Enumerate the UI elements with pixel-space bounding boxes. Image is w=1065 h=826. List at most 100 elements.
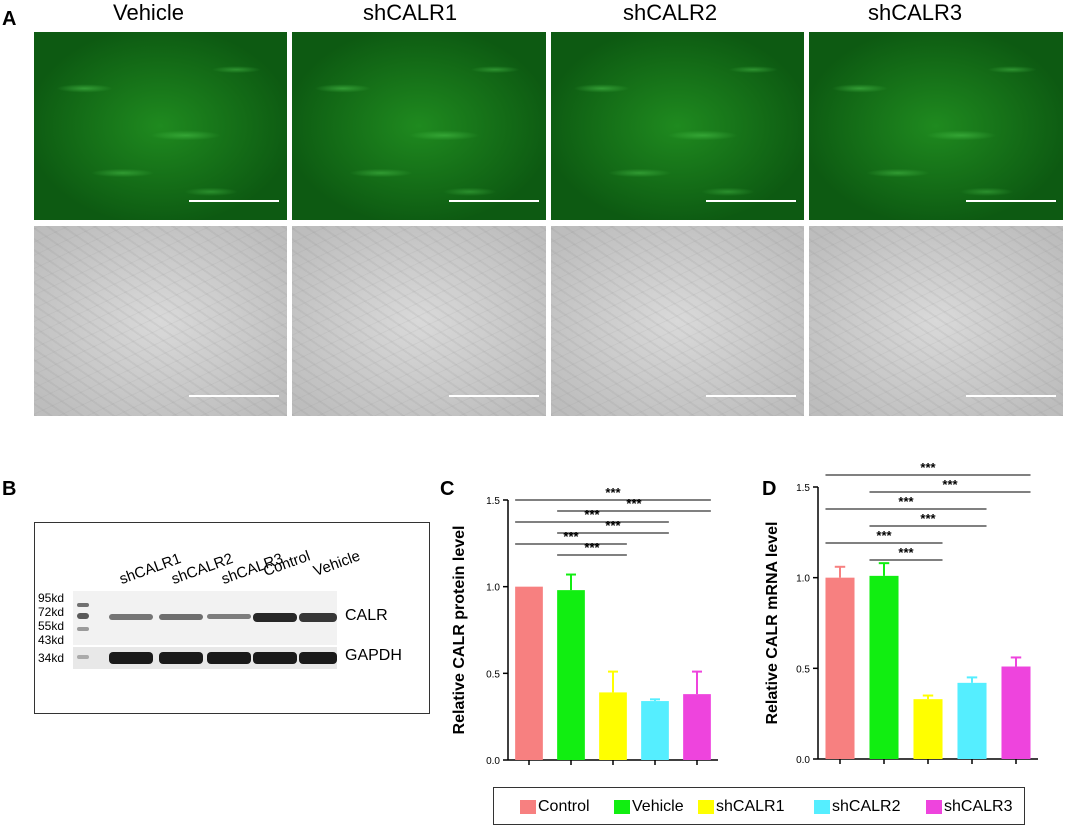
calr-band-vehicle	[159, 614, 203, 620]
bar-shcalr2	[641, 701, 669, 760]
ladder-band	[77, 655, 89, 659]
band-label-calr: CALR	[345, 607, 388, 624]
ladder-band	[77, 613, 89, 619]
brightfield-image-shcalr1	[292, 226, 546, 416]
panel-label-d: D	[762, 478, 777, 500]
legend-item-shcalr1: shCALR1	[698, 798, 784, 816]
brightfield-image-vehicle	[34, 226, 287, 416]
legend-swatch-control	[520, 800, 536, 814]
brightfield-image-shcalr2	[551, 226, 804, 416]
column-title-vehicle: Vehicle	[113, 0, 184, 25]
scale-bar	[189, 200, 279, 202]
fluorescence-image-shcalr3	[809, 32, 1063, 220]
lane-label-vehicle: Vehicle	[311, 547, 363, 580]
calr-band-shcalr3	[299, 613, 337, 622]
bar-control	[515, 586, 543, 760]
legend-swatch-shcalr2	[814, 800, 830, 814]
western-blot-panel: shCALR1 shCALR2 shCALR3 Control Vehicle …	[34, 522, 430, 714]
significance-label: ***	[898, 494, 914, 509]
significance-label: ***	[605, 485, 621, 500]
bar-shcalr2	[957, 682, 987, 759]
bar-vehicle	[557, 590, 585, 760]
protein-level-chart: 0.0 0.5 1.0 1.5 Relative CALR protein level *…	[451, 485, 718, 767]
bar-vehicle	[869, 575, 899, 759]
bar-shcalr1	[913, 699, 943, 759]
significance-label: ***	[876, 528, 892, 543]
scale-bar	[449, 200, 539, 202]
calr-band-shcalr2	[253, 613, 297, 623]
legend-label-shcalr3: shCALR3	[944, 798, 1013, 815]
fluorescence-image-vehicle	[34, 32, 287, 220]
legend-label-vehicle: Vehicle	[632, 798, 684, 815]
legend-label-control: Control	[538, 798, 590, 815]
y-tick-label: 1.0	[486, 583, 500, 594]
legend-swatch-shcalr1	[698, 800, 714, 814]
ladder-band	[77, 603, 89, 607]
marker-95kd: 95kd	[38, 591, 65, 605]
scale-bar	[966, 200, 1056, 202]
bar-control	[825, 577, 855, 759]
ladder-band	[77, 627, 89, 631]
y-axis-label: Relative CALR mRNA level	[764, 521, 781, 724]
gapdh-band-control	[253, 652, 297, 664]
column-title-shcalr3: shCALR3	[868, 0, 963, 25]
calr-band-control	[109, 614, 153, 620]
significance-label: ***	[920, 511, 936, 526]
legend-item-shcalr3: shCALR3	[926, 798, 1012, 816]
legend-swatch-shcalr3	[926, 800, 942, 814]
marker-55kd: 55kd	[38, 619, 65, 633]
column-title-shcalr1: shCALR1	[363, 0, 458, 25]
scale-bar	[189, 395, 279, 397]
marker-34kd: 34kd	[38, 651, 65, 665]
y-tick-label: 0.5	[486, 669, 500, 680]
lane-label-control: Control	[261, 547, 313, 580]
bar-shcalr3	[683, 694, 711, 760]
significance-label: ***	[626, 496, 642, 511]
mrna-level-chart: 0.0 0.5 1.0 1.5 Relative CALR mRNA level *** *…	[764, 460, 1038, 766]
gapdh-band-shcalr3	[207, 652, 251, 664]
brightfield-image-shcalr3	[809, 226, 1063, 416]
y-tick-label: 0.0	[796, 755, 810, 766]
scale-bar	[706, 200, 796, 202]
significance-label: ***	[584, 507, 600, 522]
legend-label-shcalr1: shCALR1	[716, 798, 785, 815]
y-tick-label: 1.0	[796, 574, 810, 585]
legend-label-shcalr2: shCALR2	[832, 798, 901, 815]
significance-label: ***	[898, 545, 914, 560]
significance-label: ***	[920, 460, 936, 475]
legend-swatch-vehicle	[614, 800, 630, 814]
legend-item-vehicle: Vehicle	[614, 798, 684, 816]
gapdh-band-shcalr1	[109, 652, 153, 664]
significance-label: ***	[605, 518, 621, 533]
y-axis-label: Relative CALR protein level	[451, 526, 468, 735]
scale-bar	[966, 395, 1056, 397]
significance-label: ***	[584, 540, 600, 555]
bar-shcalr3	[1001, 666, 1031, 759]
chart-legend: Control Vehicle shCALR1 shCALR2 shCALR3	[493, 787, 1025, 825]
panel-label-b: B	[2, 478, 17, 500]
calr-membrane	[73, 591, 337, 645]
scale-bar	[706, 395, 796, 397]
significance-label: ***	[563, 529, 579, 544]
column-title-shcalr2: shCALR2	[623, 0, 718, 25]
significance-label: ***	[942, 477, 958, 492]
marker-72kd: 72kd	[38, 605, 65, 619]
marker-43kd: 43kd	[38, 633, 65, 647]
y-tick-label: 1.5	[796, 483, 810, 494]
bar-shcalr1	[599, 692, 627, 760]
scale-bar	[449, 395, 539, 397]
legend-item-control: Control	[520, 798, 590, 816]
gapdh-band-vehicle	[299, 652, 337, 664]
fluorescence-image-shcalr2	[551, 32, 804, 220]
y-tick-label: 0.0	[486, 756, 500, 767]
band-label-gapdh: GAPDH	[345, 647, 402, 664]
y-tick-label: 0.5	[796, 664, 810, 675]
calr-band-shcalr1	[207, 614, 251, 620]
legend-item-shcalr2: shCALR2	[814, 798, 900, 816]
gapdh-membrane	[73, 647, 337, 669]
y-tick-label: 1.5	[486, 496, 500, 507]
panel-label-a: A	[2, 8, 17, 30]
panel-label-c: C	[440, 478, 455, 500]
fluorescence-image-shcalr1	[292, 32, 546, 220]
gapdh-band-shcalr2	[159, 652, 203, 664]
